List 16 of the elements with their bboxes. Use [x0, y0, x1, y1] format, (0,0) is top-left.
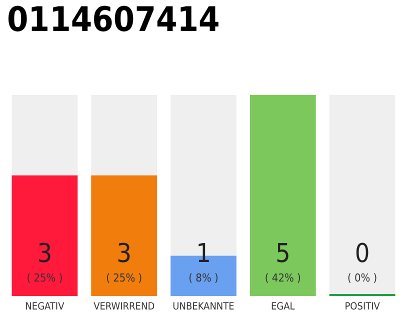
data-label: 5 ( 42% ) — [264, 239, 302, 284]
data-label: 0 ( 0% ) — [347, 239, 378, 284]
bar — [12, 95, 78, 176]
data-label: 3 ( 25% ) — [26, 239, 63, 284]
chart-title: 0114607414 — [7, 0, 220, 40]
bar — [91, 95, 158, 176]
x-tick-label: UNBEKANNTE — [172, 302, 235, 312]
data-label: 3 ( 25% ) — [106, 239, 142, 284]
bar — [12, 175, 78, 296]
bar — [91, 175, 158, 296]
bar — [329, 95, 396, 296]
x-tick-label: NEGATIV — [25, 302, 66, 312]
x-tick-label: POSITIV — [344, 302, 381, 312]
x-tick-label: EGAL — [270, 302, 295, 312]
x-tick-label: VERWIRREND — [94, 302, 155, 312]
bar — [250, 95, 316, 296]
